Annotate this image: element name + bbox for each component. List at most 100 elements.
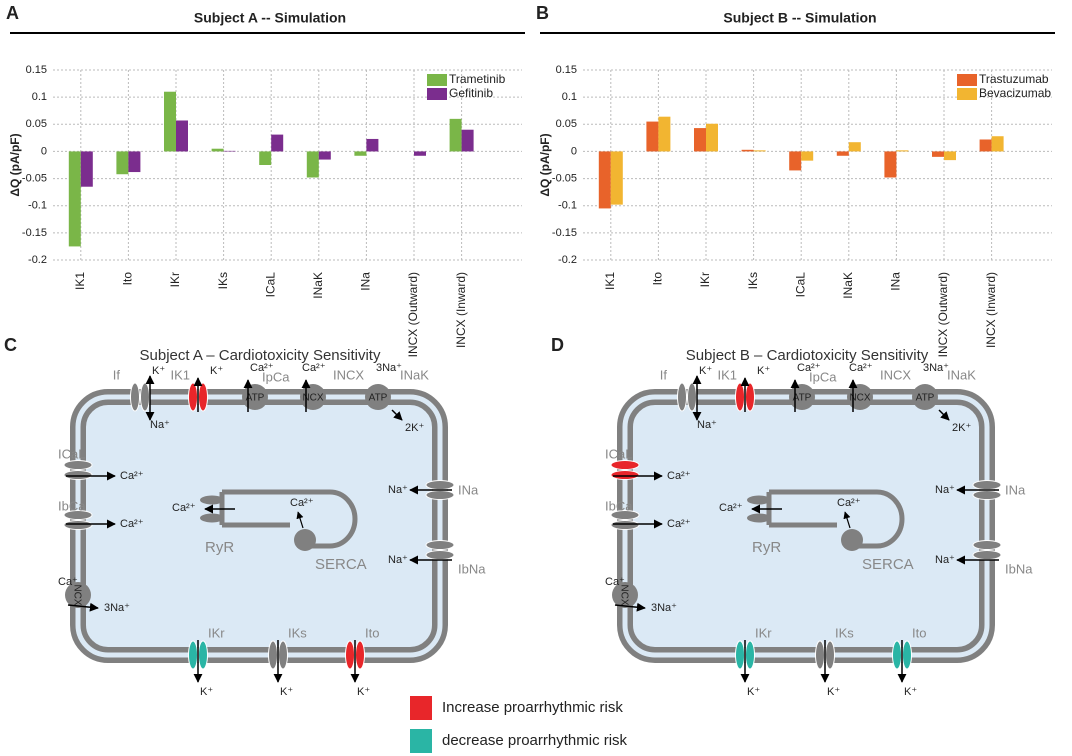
ion: Ca²⁺ (120, 518, 144, 530)
channel (198, 640, 208, 670)
bar (932, 151, 944, 157)
bar (658, 116, 671, 152)
bar (706, 123, 718, 152)
x-tick-label: INCX (Outward) (406, 272, 420, 357)
channel (425, 540, 455, 550)
ion: K⁺ (904, 686, 917, 698)
legend-label: Increase proarrhythmic risk (442, 699, 623, 716)
channel (188, 382, 198, 412)
ion: K⁺ (699, 365, 712, 377)
flux (614, 602, 646, 612)
y-tick-label: 0.05 (26, 118, 47, 130)
legend-swatch (957, 88, 977, 100)
flux (296, 511, 304, 529)
panel-letter: B (536, 3, 549, 23)
panel-letter: A (6, 3, 19, 23)
flux (938, 409, 950, 421)
channel-label: If (113, 367, 121, 382)
bar (449, 118, 462, 152)
channel (345, 640, 355, 670)
channel-label: IKr (755, 625, 772, 640)
legend-label: Gefitinib (449, 86, 493, 100)
channel-label: IbCa (58, 498, 86, 513)
pump-label: NCX (849, 393, 870, 404)
legend-swatch (427, 74, 447, 86)
ryr (200, 495, 224, 505)
x-tick-label: INCX (Outward) (936, 272, 950, 357)
bar (318, 151, 331, 160)
x-tick-label: IK1 (73, 272, 87, 290)
ion: 3Na⁺ (104, 602, 130, 614)
bar (646, 121, 659, 152)
bar (610, 151, 623, 205)
bar (354, 151, 367, 156)
channel (825, 640, 835, 670)
legend-swatch (410, 696, 432, 720)
legend-label: Bevacizumab (979, 86, 1051, 100)
y-tick-label: 0 (41, 145, 47, 157)
x-tick-label: INCX (Inward) (454, 272, 468, 348)
channel-label: ICaL (605, 446, 632, 461)
channel (63, 520, 93, 530)
channel-label: IbCa (605, 498, 633, 513)
ion: Ca²⁺ (719, 502, 743, 514)
legend-swatch (427, 88, 447, 100)
serca-label: SERCA (315, 556, 367, 573)
y-tick-label: -0.1 (558, 200, 577, 212)
pump-label: NCX (618, 584, 629, 605)
channel-label: IpCa (262, 369, 290, 384)
bar (128, 151, 141, 173)
bar (223, 150, 236, 152)
pump-label: NCX (302, 393, 323, 404)
bar (944, 151, 956, 161)
serca (841, 529, 863, 551)
ion: Ca²⁺ (797, 362, 821, 374)
x-tick-label: Ito (121, 272, 135, 286)
channel (610, 470, 640, 480)
serca (294, 529, 316, 551)
channel-label: IpCa (809, 369, 837, 384)
y-tick-label: 0.15 (556, 64, 577, 76)
ion: Na⁺ (388, 554, 408, 566)
bar (979, 139, 992, 152)
channel-label: INaK (947, 367, 976, 382)
y-tick-label: -0.2 (28, 254, 47, 266)
channel (687, 382, 697, 412)
y-tick-label: -0.15 (22, 227, 47, 239)
bar (366, 138, 379, 152)
channel (268, 640, 278, 670)
ion: Na⁺ (935, 554, 955, 566)
pump-label: ATP (793, 393, 812, 404)
ion: K⁺ (200, 686, 213, 698)
panel-letter: D (551, 335, 564, 355)
channel-label: IbNa (1005, 561, 1033, 576)
channel (355, 640, 365, 670)
channel (425, 490, 455, 500)
x-tick-label: IKr (168, 272, 182, 287)
ion: 3Na⁺ (923, 362, 949, 374)
bar (211, 148, 224, 152)
y-tick-label: 0.1 (562, 91, 577, 103)
pump (365, 384, 391, 410)
ion: K⁺ (757, 365, 770, 377)
ryr (200, 513, 224, 523)
channel (425, 480, 455, 490)
channel-label: IKs (288, 625, 307, 640)
channel-label: IKs (835, 625, 854, 640)
ion: Ca²⁺ (667, 518, 691, 530)
ion: Ca²⁺ (120, 470, 144, 482)
bar (789, 151, 802, 171)
x-tick-label: IKs (746, 272, 760, 289)
x-tick-label: IKr (698, 272, 712, 287)
legend-swatch (410, 729, 432, 753)
x-tick-label: ICaL (263, 272, 277, 298)
bar (116, 151, 129, 175)
channel (140, 382, 150, 412)
channel-label: Ito (365, 625, 379, 640)
y-tick-label: 0 (571, 145, 577, 157)
channel (735, 640, 745, 670)
pump (65, 582, 91, 608)
channel (745, 640, 755, 670)
ryr (747, 513, 771, 523)
